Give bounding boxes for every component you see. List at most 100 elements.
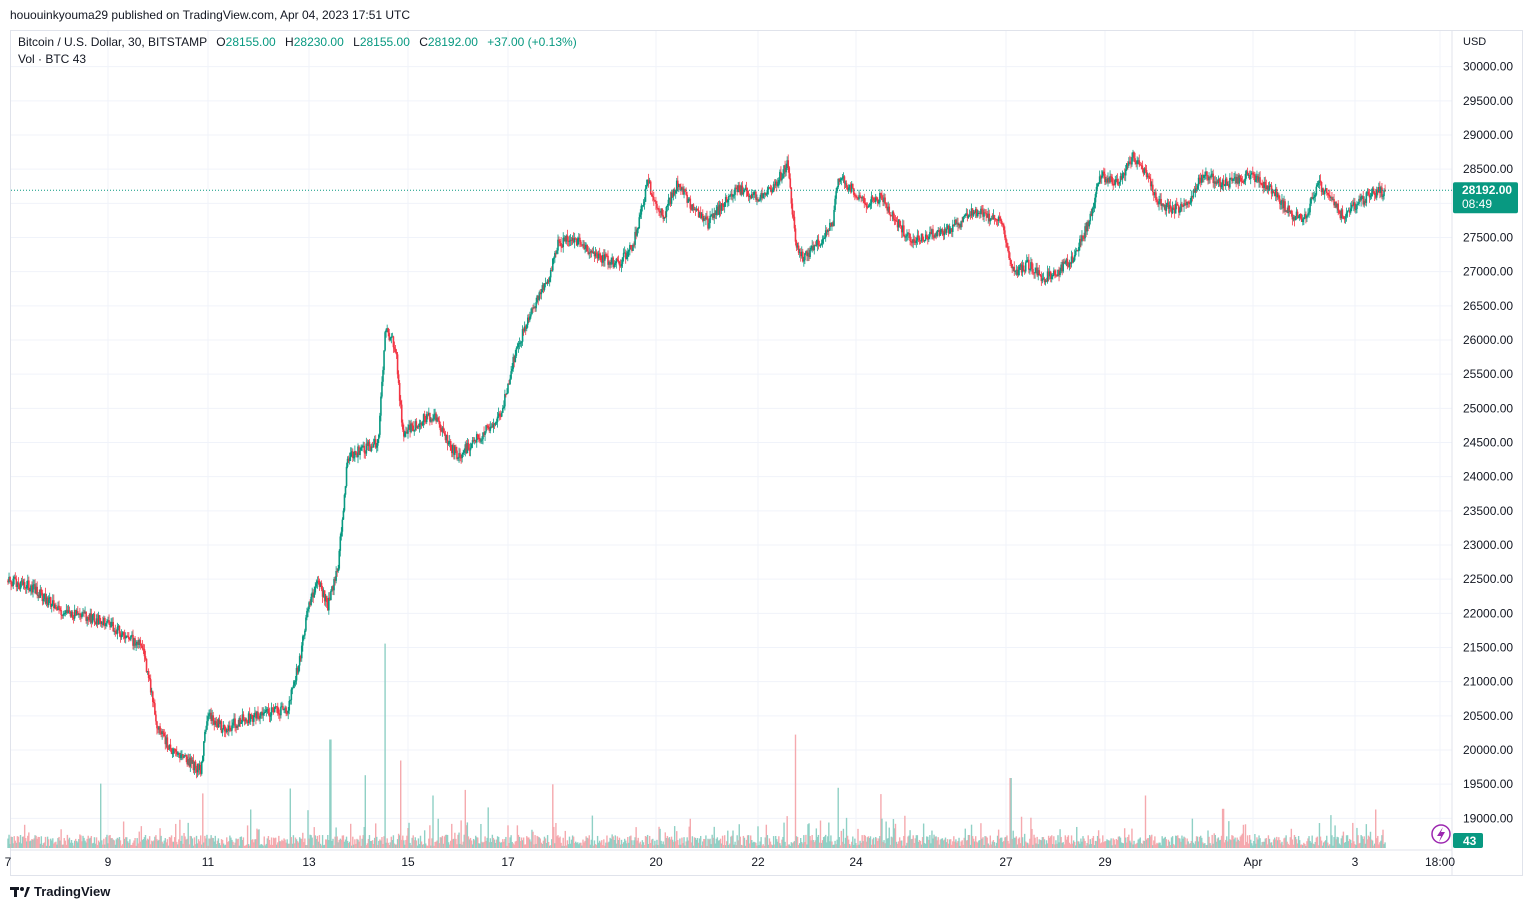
- volume-bar: [370, 840, 373, 848]
- candle-body: [1030, 262, 1032, 270]
- volume-bar: [722, 844, 725, 848]
- volume-bar: [501, 842, 503, 848]
- candle-body: [384, 332, 386, 351]
- candle-body: [781, 178, 783, 181]
- candle-body: [729, 195, 731, 197]
- candle-body: [643, 201, 646, 205]
- volume-bar: [480, 823, 482, 848]
- volume-bar: [80, 835, 82, 848]
- volume-bar: [775, 835, 777, 848]
- volume-bar: [992, 840, 995, 848]
- volume-bar: [921, 837, 924, 848]
- candle-body: [112, 621, 115, 632]
- volume-bar: [743, 837, 746, 848]
- chart-frame[interactable]: [10, 30, 1523, 876]
- candle-body: [289, 700, 292, 702]
- candle-body: [1024, 262, 1027, 272]
- candle-body: [582, 244, 584, 246]
- candle-body: [909, 233, 911, 241]
- candle-body: [191, 760, 194, 764]
- candle-body: [311, 592, 313, 597]
- volume-bar: [319, 843, 322, 848]
- candle-body: [248, 713, 251, 722]
- candle-body: [658, 208, 660, 212]
- candle-body: [900, 225, 903, 233]
- open-label: O: [216, 35, 226, 49]
- volume-bar: [526, 836, 528, 848]
- candle-body: [190, 757, 193, 764]
- volume-bar: [333, 845, 335, 848]
- volume-bar: [403, 840, 405, 848]
- candle-body: [904, 236, 906, 238]
- volume-bar: [535, 843, 537, 848]
- candle-body: [1226, 184, 1229, 186]
- candle-body: [439, 424, 442, 431]
- candle-body: [253, 715, 255, 722]
- volume-bar: [868, 838, 871, 848]
- volume-bar: [201, 844, 203, 848]
- candle-body: [807, 252, 809, 257]
- candle-body: [504, 394, 506, 407]
- candle-body: [274, 706, 277, 708]
- candle-body: [36, 586, 38, 596]
- candle-body: [1080, 238, 1082, 242]
- volume-bar: [806, 844, 808, 848]
- volume-bar: [262, 845, 264, 848]
- volume-bar: [79, 834, 81, 848]
- candle-body: [498, 413, 501, 417]
- candle-body: [287, 710, 290, 714]
- volume-bar: [867, 836, 870, 848]
- candle-body: [1011, 264, 1013, 269]
- volume-bar: [1318, 823, 1321, 848]
- volume-bar: [935, 836, 937, 848]
- candle-body: [991, 218, 994, 220]
- candle-body: [288, 700, 291, 711]
- candle-body: [937, 229, 940, 231]
- volume-bar: [118, 837, 121, 848]
- candle-body: [945, 228, 948, 233]
- volume-bar: [898, 837, 901, 848]
- candle-body: [953, 224, 955, 226]
- candle-body: [488, 427, 491, 431]
- volume-bar: [1258, 835, 1260, 848]
- volume-bar: [42, 843, 45, 848]
- candle-body: [1238, 175, 1241, 184]
- volume-bar: [303, 842, 305, 848]
- volume-bar: [126, 837, 128, 848]
- candle-body: [566, 235, 569, 241]
- volume-bar: [1086, 843, 1088, 848]
- volume-bar: [1079, 843, 1081, 848]
- volume-bar: [830, 835, 832, 848]
- volume-bar: [791, 843, 794, 848]
- volume-bar: [587, 838, 589, 848]
- candle-body: [1347, 210, 1350, 212]
- volume-bar: [550, 845, 552, 848]
- candle-body: [192, 760, 195, 771]
- volume-bar: [307, 810, 309, 848]
- candle-body: [854, 194, 856, 196]
- candle-body: [51, 600, 54, 604]
- volume-bar: [586, 837, 588, 848]
- volume-bar: [337, 842, 339, 848]
- candle-body: [1323, 190, 1326, 195]
- candle-body: [1293, 217, 1296, 221]
- candle-body: [832, 222, 834, 226]
- volume-bar: [955, 839, 957, 848]
- volume-bar: [1059, 829, 1061, 848]
- candle-body: [330, 590, 332, 601]
- volume-bar: [1138, 838, 1140, 848]
- volume-bar: [619, 844, 622, 848]
- volume-bar: [596, 835, 599, 848]
- candle-body: [882, 200, 884, 203]
- candle-body: [144, 656, 147, 659]
- candle-body: [1149, 178, 1152, 187]
- volume-bar: [692, 845, 695, 848]
- volume-bar: [1182, 838, 1184, 848]
- candle-body: [541, 285, 544, 293]
- volume-bar: [1080, 838, 1082, 848]
- candle-body: [143, 648, 146, 657]
- volume-bar: [1172, 843, 1175, 848]
- volume-bar: [8, 834, 10, 848]
- volume-bar: [490, 841, 493, 848]
